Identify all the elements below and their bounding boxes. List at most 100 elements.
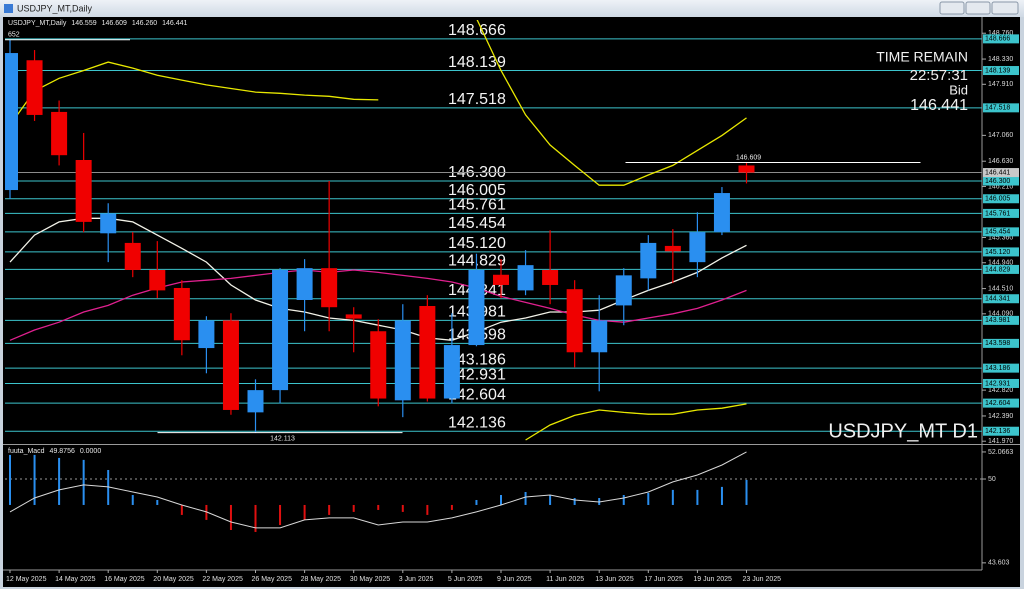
candle-body bbox=[173, 287, 190, 341]
close: 146.441 bbox=[162, 20, 188, 27]
histogram-bar bbox=[9, 454, 11, 505]
minimize-button[interactable] bbox=[939, 1, 965, 15]
histogram-bar bbox=[426, 504, 429, 515]
x-tick-label: 5 Jun 2025 bbox=[448, 576, 483, 583]
candle-body bbox=[26, 60, 43, 115]
level-box bbox=[983, 426, 1019, 436]
level-box-label: 146.300 bbox=[985, 178, 1010, 185]
candle-body bbox=[321, 268, 338, 308]
histogram-bar bbox=[573, 498, 576, 505]
y-tick-label: 145.360 bbox=[988, 234, 1013, 241]
x-tick-label: 13 Jun 2025 bbox=[595, 576, 634, 583]
level-box bbox=[983, 378, 1019, 388]
y-tick-label: 144.090 bbox=[988, 311, 1013, 318]
candle-body bbox=[370, 331, 387, 399]
histogram-bar bbox=[303, 504, 306, 520]
y-tick-label: 142.820 bbox=[988, 387, 1013, 394]
level-box-label: 144.341 bbox=[985, 296, 1010, 303]
indicator-line bbox=[525, 403, 747, 441]
window-title: USDJPY_MT,Daily bbox=[17, 3, 93, 13]
level-box bbox=[983, 208, 1019, 218]
histogram-bar bbox=[229, 504, 232, 530]
histogram-bar bbox=[328, 504, 331, 515]
time-remain: 22:57:31 bbox=[910, 67, 968, 84]
candle-body bbox=[640, 242, 657, 279]
histogram-bar bbox=[58, 457, 61, 505]
candle-body bbox=[542, 269, 559, 285]
macd-header: fuuta_Macd 49.8756 0.0000 bbox=[8, 448, 104, 455]
x-tick-label: 26 May 2025 bbox=[252, 576, 293, 583]
level-label: 147.518 bbox=[448, 91, 506, 108]
x-tick-label: 23 Jun 2025 bbox=[743, 576, 782, 583]
maximize-button[interactable] bbox=[965, 1, 991, 15]
macd-main: 49.8756 bbox=[49, 448, 75, 455]
candle-body bbox=[75, 159, 92, 222]
y-tick-label: 148.330 bbox=[988, 56, 1013, 63]
window-icon bbox=[4, 4, 13, 13]
level-label: 143.186 bbox=[448, 351, 506, 368]
candle-body bbox=[100, 213, 117, 234]
y-tick-label: 147.910 bbox=[988, 81, 1013, 88]
histogram-bar bbox=[254, 504, 257, 532]
time-remain-label: TIME REMAIN bbox=[876, 49, 968, 65]
level-box bbox=[983, 294, 1019, 304]
level-box bbox=[983, 247, 1019, 257]
level-box bbox=[983, 264, 1019, 274]
y-tick-label: 144.510 bbox=[988, 285, 1013, 292]
histogram-bar bbox=[745, 479, 748, 505]
symbol: USDJPY_MT,Daily bbox=[8, 20, 67, 27]
bid-box-label: 146.441 bbox=[985, 169, 1010, 176]
histogram-bar bbox=[524, 491, 527, 505]
histogram-bar bbox=[671, 489, 674, 505]
y-tick-label: 146.210 bbox=[988, 183, 1013, 190]
macd-title: fuuta_Macd bbox=[8, 448, 45, 455]
histogram-bar bbox=[647, 492, 650, 505]
candle-body bbox=[345, 314, 362, 319]
bid-box bbox=[983, 168, 1019, 178]
histogram-bar bbox=[180, 504, 183, 515]
histogram-bar bbox=[475, 499, 478, 505]
level-box-label: 148.666 bbox=[985, 36, 1010, 43]
level-box bbox=[983, 227, 1019, 237]
candle-body bbox=[394, 320, 411, 401]
candle-body bbox=[713, 193, 730, 233]
candle-body bbox=[198, 320, 215, 349]
level-box-label: 142.604 bbox=[985, 400, 1010, 407]
level-box-label: 146.005 bbox=[985, 196, 1010, 203]
x-tick-label: 17 Jun 2025 bbox=[644, 576, 683, 583]
histogram-bar bbox=[377, 504, 380, 510]
candle-body bbox=[296, 268, 313, 300]
x-tick-label: 9 Jun 2025 bbox=[497, 576, 532, 583]
histogram-bar bbox=[622, 495, 625, 505]
candle-body bbox=[149, 269, 166, 291]
candle-body bbox=[443, 345, 460, 399]
candle-body bbox=[566, 289, 583, 353]
level-box-label: 145.761 bbox=[985, 210, 1010, 217]
candle-body bbox=[591, 320, 608, 353]
level-box bbox=[983, 176, 1019, 186]
low: 146.260 bbox=[131, 20, 158, 27]
level-box bbox=[983, 66, 1019, 76]
candle-body bbox=[222, 320, 239, 410]
bid-value: 146.441 bbox=[910, 97, 968, 114]
chart-background bbox=[3, 17, 1020, 587]
histogram-bar bbox=[401, 504, 404, 512]
candle-body bbox=[738, 165, 755, 173]
close-button[interactable] bbox=[991, 1, 1019, 15]
level-box-label: 147.518 bbox=[985, 105, 1010, 112]
level-box bbox=[983, 103, 1019, 113]
histogram-bar bbox=[131, 495, 134, 505]
level-label: 148.139 bbox=[448, 54, 506, 71]
candle-body bbox=[468, 269, 485, 346]
histogram-bar bbox=[352, 504, 355, 512]
candle-body bbox=[124, 242, 141, 270]
candle-body bbox=[247, 390, 264, 413]
x-tick-label: 12 May 2025 bbox=[6, 576, 47, 583]
main-plot: 148.666148.139147.518146.300146.005145.7… bbox=[5, 20, 982, 442]
level-label: 142.931 bbox=[448, 367, 506, 384]
level-box bbox=[983, 315, 1019, 325]
x-tick-label: 14 May 2025 bbox=[55, 576, 96, 583]
x-tick-label: 30 May 2025 bbox=[350, 576, 391, 583]
